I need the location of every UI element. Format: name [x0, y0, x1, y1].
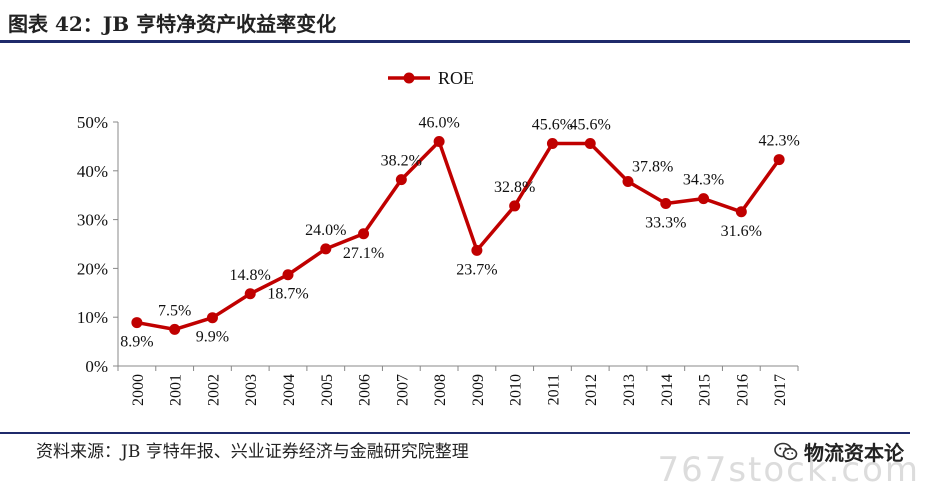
- data-point: [584, 137, 596, 149]
- watermark: 767stock.com: [657, 450, 920, 485]
- y-tick-label: 20%: [77, 259, 108, 278]
- x-tick-label: 2011: [545, 374, 562, 405]
- data-point: [358, 228, 370, 240]
- x-tick-label: 2013: [621, 374, 638, 406]
- wechat-account-name: 物流资本论: [804, 441, 904, 465]
- x-tick-label: 2001: [168, 374, 185, 406]
- y-tick-label: 0%: [85, 357, 108, 376]
- x-tick-label: 2016: [734, 374, 751, 406]
- x-tick-label: 2000: [130, 374, 147, 406]
- x-tick-label: 2004: [281, 374, 298, 406]
- data-point: [509, 200, 521, 212]
- x-tick-label: 2006: [357, 374, 374, 406]
- data-label: 8.9%: [120, 334, 153, 351]
- data-point: [660, 197, 672, 209]
- data-label: 45.6%: [532, 116, 573, 133]
- data-label: 9.9%: [196, 329, 229, 346]
- x-tick-label: 2007: [394, 374, 411, 406]
- data-label: 23.7%: [456, 261, 497, 278]
- source-rule: [0, 432, 910, 434]
- data-point: [244, 288, 256, 300]
- data-point: [169, 323, 181, 335]
- x-tick-label: 2012: [583, 374, 600, 406]
- data-point: [282, 269, 294, 281]
- data-point: [433, 136, 445, 148]
- wechat-icon: [774, 442, 798, 460]
- data-label: 34.3%: [683, 172, 724, 189]
- data-label: 31.6%: [721, 223, 762, 240]
- y-tick-label: 30%: [77, 211, 108, 230]
- source-note: 资料来源：JB 亨特年报、兴业证券经济与金融研究院整理: [36, 442, 469, 462]
- data-point: [622, 176, 634, 188]
- roe-line: [136, 139, 781, 332]
- x-tick-label: 2015: [697, 374, 714, 406]
- title-rule: [0, 40, 910, 43]
- data-label: 45.6%: [570, 116, 611, 133]
- x-tick-label: 2005: [319, 374, 336, 406]
- data-label: 27.1%: [343, 245, 384, 262]
- data-point: [735, 206, 747, 218]
- data-label: 18.7%: [267, 286, 308, 303]
- data-point: [131, 317, 143, 329]
- data-point: [320, 243, 332, 255]
- data-point: [546, 137, 558, 149]
- x-tick-label: 2008: [432, 374, 449, 406]
- data-point: [206, 312, 218, 324]
- data-label: 37.8%: [632, 159, 673, 176]
- data-point: [471, 244, 483, 256]
- x-tick-label: 2002: [205, 374, 222, 406]
- data-label: 33.3%: [645, 214, 686, 231]
- data-point: [395, 174, 407, 186]
- wechat-badge: 物流资本论: [774, 437, 904, 466]
- data-label: 7.5%: [158, 302, 191, 319]
- x-tick-label: 2010: [508, 374, 525, 406]
- x-tick-label: 2017: [772, 374, 789, 406]
- data-point: [698, 193, 710, 205]
- data-label: 24.0%: [305, 222, 346, 239]
- page-title: 图表 42：JB 亨特净资产收益率变化: [8, 12, 337, 36]
- x-tick-label: 2009: [470, 374, 487, 406]
- legend-label: ROE: [438, 68, 474, 88]
- x-tick-label: 2003: [243, 374, 260, 406]
- y-tick-label: 50%: [77, 113, 108, 132]
- data-label: 42.3%: [758, 133, 799, 150]
- legend-marker: [403, 72, 415, 84]
- data-label: 14.8%: [230, 267, 271, 284]
- x-tick-label: 2014: [659, 374, 676, 406]
- data-label: 38.2%: [381, 153, 422, 170]
- data-label: 32.8%: [494, 179, 535, 196]
- y-tick-label: 40%: [77, 162, 108, 181]
- y-tick-label: 10%: [77, 308, 108, 327]
- data-point: [773, 154, 785, 166]
- data-label: 46.0%: [418, 115, 459, 132]
